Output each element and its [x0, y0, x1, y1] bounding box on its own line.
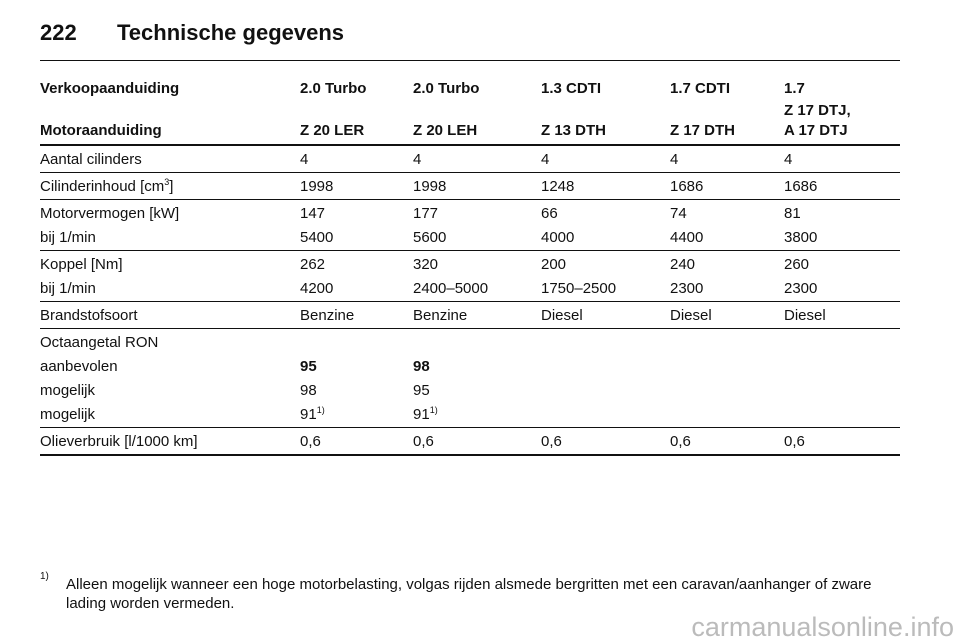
rule [40, 454, 900, 456]
cell: Cilinderinhoud [cm3] [40, 177, 174, 195]
cell: 5400 [300, 229, 334, 246]
cell: 0,6 [413, 433, 434, 450]
cell: 98 [413, 358, 430, 375]
cell: aanbevolen [40, 358, 118, 375]
cell: 911) [300, 405, 325, 423]
rule [40, 250, 900, 251]
cell: bij 1/min [40, 229, 96, 246]
cell: 5600 [413, 229, 447, 246]
cell: 4 [300, 151, 309, 168]
cell: Z 20 LER [300, 122, 365, 139]
cell: 74 [670, 205, 687, 222]
cell: Z 13 DTH [541, 122, 607, 139]
cell: 1686 [670, 178, 704, 195]
cell: mogelijk [40, 406, 96, 423]
cell: Aantal cilinders [40, 151, 142, 168]
cell: 98 [300, 382, 317, 399]
cell: 4000 [541, 229, 575, 246]
cell: 95 [300, 358, 317, 375]
cell: 177 [413, 205, 439, 222]
cell-text: 91 [413, 406, 430, 423]
cell: 262 [300, 256, 326, 273]
cell: 4 [541, 151, 550, 168]
cell: 1998 [300, 178, 334, 195]
cell: 81 [784, 205, 801, 222]
cell: Diesel [784, 307, 826, 324]
cell: 4 [413, 151, 422, 168]
cell: 2400–5000 [413, 280, 489, 297]
footnote-text: Alleen mogelijk wanneer een hoge motorbe… [66, 576, 872, 612]
cell: 2300 [670, 280, 704, 297]
cell: Koppel [Nm] [40, 256, 123, 273]
cell: Octaangetal RON [40, 334, 159, 351]
cell: 0,6 [670, 433, 691, 450]
rule [40, 144, 900, 146]
cell: 240 [670, 256, 696, 273]
cell-text: ] [169, 178, 174, 195]
superscript: 1) [429, 405, 438, 415]
cell: Benzine [413, 307, 468, 324]
cell: 2.0 Turbo [413, 80, 480, 97]
cell: bij 1/min [40, 280, 96, 297]
cell: 0,6 [784, 433, 805, 450]
page-title: Technische gegevens [117, 20, 345, 45]
cell: 1248 [541, 178, 575, 195]
cell: 147 [300, 205, 326, 222]
cell: 1998 [413, 178, 447, 195]
cell: 320 [413, 256, 439, 273]
cell: 200 [541, 256, 567, 273]
rule [40, 172, 900, 173]
cell: 1750–2500 [541, 280, 617, 297]
cell: 4400 [670, 229, 704, 246]
cell: 4 [784, 151, 793, 168]
cell-text: Cilinderinhoud [cm [40, 178, 165, 195]
cell: 3800 [784, 229, 818, 246]
cell-text: 91 [300, 406, 317, 423]
cell: 2300 [784, 280, 818, 297]
cell: Benzine [300, 307, 355, 324]
cell: Z 17 DTJ, [784, 102, 851, 119]
cell: 1.7 [784, 80, 805, 97]
cell: 2.0 Turbo [300, 80, 367, 97]
cell: 4 [670, 151, 679, 168]
page-number: 222 [40, 20, 77, 45]
cell: 95 [413, 382, 430, 399]
cell: Z 17 DTH [670, 122, 736, 139]
cell: 66 [541, 205, 558, 222]
cell: Brandstofsoort [40, 307, 138, 324]
cell: 4200 [300, 280, 334, 297]
cell: mogelijk [40, 382, 96, 399]
superscript: 1) [316, 405, 325, 415]
rule [40, 427, 900, 428]
cell: 260 [784, 256, 810, 273]
cell: 1.7 CDTI [670, 80, 731, 97]
cell: Z 20 LEH [413, 122, 478, 139]
rule [40, 301, 900, 302]
rule [40, 199, 900, 200]
cell: Olieverbruik [l/1000 km] [40, 433, 198, 450]
cell: Motorvermogen [kW] [40, 205, 180, 222]
cell: 0,6 [541, 433, 562, 450]
cell: 911) [413, 405, 438, 423]
cell: 1.3 CDTI [541, 80, 602, 97]
cell: Diesel [541, 307, 583, 324]
cell: Diesel [670, 307, 712, 324]
cell: A 17 DTJ [784, 122, 848, 139]
cell: Verkoopaanduiding [40, 80, 180, 97]
cell: 0,6 [300, 433, 321, 450]
rule [40, 60, 900, 61]
footnote-mark: 1) [40, 571, 49, 582]
watermark: carmanualsonline.info [691, 612, 954, 642]
superscript: 3 [164, 177, 170, 187]
cell: Motoraanduiding [40, 122, 162, 139]
cell: 1686 [784, 178, 818, 195]
rule [40, 328, 900, 329]
